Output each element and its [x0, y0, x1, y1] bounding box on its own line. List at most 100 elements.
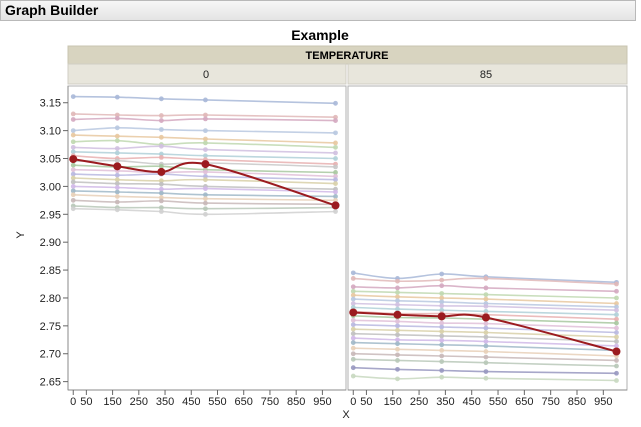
background-series-line — [353, 366, 617, 375]
background-series-point — [333, 118, 338, 123]
background-series-line — [353, 290, 617, 299]
background-series-line — [353, 294, 617, 305]
x-tick-label: 950 — [313, 396, 331, 408]
y-tick-label: 3.00 — [40, 181, 61, 193]
background-series-point — [203, 206, 208, 212]
mean-point-85 — [437, 312, 446, 321]
background-series-point — [439, 307, 445, 313]
mean-point-85 — [349, 308, 358, 317]
facet-group-label[interactable]: TEMPERATURE — [306, 50, 389, 62]
x-tick-label: 0 — [350, 396, 356, 408]
x-tick-label: 850 — [287, 396, 305, 408]
background-series-point — [483, 334, 489, 340]
background-series-line — [73, 164, 336, 174]
background-series-line — [353, 347, 617, 357]
background-series-point — [395, 352, 400, 358]
background-series-point — [483, 360, 489, 366]
background-series-point — [614, 288, 619, 294]
background-series-point — [158, 154, 164, 160]
background-series-point — [70, 197, 76, 203]
background-series-point — [158, 209, 164, 214]
x-tick-label: 850 — [568, 396, 586, 408]
background-series-point — [614, 301, 619, 306]
background-series-point — [114, 115, 120, 121]
x-tick-label: 350 — [156, 396, 174, 408]
window-title-bar[interactable]: Graph Builder — [0, 0, 636, 21]
background-series-line — [353, 277, 617, 285]
background-series-line — [73, 190, 336, 198]
facet-header-85 — [347, 63, 628, 85]
background-series-point — [350, 288, 356, 294]
background-series-line — [353, 284, 617, 293]
background-series-point — [203, 186, 208, 192]
background-series-point — [350, 270, 356, 276]
background-series-point — [614, 370, 619, 376]
background-series-line — [353, 328, 617, 338]
background-series-point — [114, 207, 120, 213]
background-series-point — [70, 192, 76, 198]
background-series-line — [73, 113, 336, 118]
background-series-line — [353, 375, 617, 382]
x-tick-label: 150 — [103, 396, 121, 408]
background-series-line — [73, 173, 336, 181]
background-series-point — [350, 296, 356, 302]
background-series-point — [350, 345, 356, 351]
y-tick-label: 2.85 — [40, 265, 61, 277]
x-axis-label[interactable]: X — [342, 409, 350, 421]
background-series-point — [483, 276, 489, 281]
background-series-point — [70, 184, 76, 189]
background-series-point — [114, 172, 120, 178]
x-tick-label: 250 — [130, 396, 148, 408]
background-series-point — [203, 128, 208, 134]
background-series-point — [158, 113, 164, 118]
background-series-point — [439, 342, 445, 348]
background-series-point — [203, 97, 208, 103]
background-series-point — [70, 132, 76, 138]
background-series-point — [333, 140, 338, 146]
background-series-point — [614, 334, 619, 340]
background-series-point — [395, 302, 400, 308]
background-series-point — [70, 94, 76, 99]
background-series-point — [395, 346, 400, 352]
background-series-line — [73, 207, 336, 216]
background-series-point — [614, 316, 619, 322]
x-tick-label: 650 — [235, 396, 253, 408]
background-series-point — [203, 140, 208, 146]
background-series-point — [614, 307, 619, 313]
background-series-point — [70, 167, 76, 173]
background-series-point — [483, 292, 489, 298]
background-series-point — [158, 186, 164, 192]
background-series-point — [70, 149, 76, 155]
mean-point-0 — [331, 201, 340, 210]
background-series-point — [333, 144, 338, 150]
background-series-point — [158, 151, 164, 157]
background-series-line — [353, 302, 617, 311]
background-series-point — [158, 178, 164, 184]
background-series-point — [203, 153, 208, 159]
background-series-point — [333, 100, 338, 106]
background-series-point — [395, 289, 400, 295]
background-series-point — [395, 294, 400, 300]
background-series-point — [70, 139, 76, 145]
background-series-line — [73, 126, 336, 134]
background-series-point — [114, 112, 120, 118]
background-series-point — [350, 351, 356, 357]
background-series-point — [158, 163, 164, 169]
background-series-point — [614, 281, 619, 287]
background-series-line — [73, 134, 336, 144]
background-series-line — [73, 145, 336, 154]
x-tick-label: 50 — [360, 396, 372, 408]
facet-label-0[interactable]: 0 — [203, 69, 209, 81]
background-series-point — [158, 127, 164, 132]
background-series-point — [614, 295, 619, 301]
y-axis-label[interactable]: Y — [15, 231, 27, 239]
mean-point-85 — [481, 313, 490, 322]
mean-point-0 — [113, 162, 122, 171]
background-series-line — [353, 306, 617, 316]
background-series-point — [614, 330, 619, 335]
mean-line-0 — [73, 158, 336, 207]
facet-label-85[interactable]: 85 — [480, 69, 492, 81]
background-series-point — [333, 114, 338, 120]
background-series-point — [350, 305, 356, 310]
